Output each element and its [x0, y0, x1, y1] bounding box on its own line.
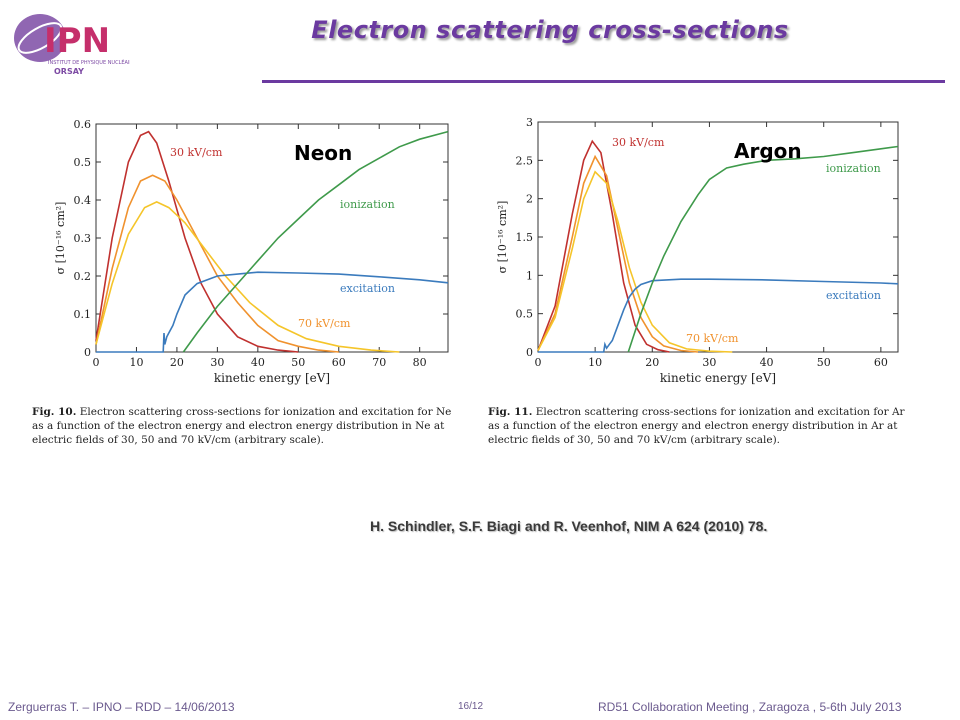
y-tick-label: 0.1	[74, 308, 92, 321]
x-tick-label: 10	[129, 356, 143, 369]
series-annotation: ionization	[340, 198, 395, 211]
series-line-green	[182, 130, 449, 353]
x-tick-label: 30	[210, 356, 224, 369]
y-tick-label: 2.5	[516, 154, 534, 167]
y-tick-label: 2	[526, 193, 533, 206]
series-line-yellow	[95, 201, 400, 353]
caption-fig-label: Fig. 10.	[32, 406, 77, 418]
x-tick-label: 0	[535, 356, 542, 369]
x-tick-label: 70	[372, 356, 386, 369]
caption-text: Electron scattering cross-sections for i…	[488, 406, 905, 446]
logo-place: ORSAY	[54, 67, 84, 76]
y-tick-label: 3	[526, 116, 533, 129]
x-tick-label: 60	[874, 356, 888, 369]
y-tick-label: 0	[84, 346, 91, 359]
y-tick-label: 0.6	[74, 118, 92, 131]
series-annotation: 70 kV/cm	[298, 317, 351, 330]
neon-chart: 0 10 20 30 40 50 60 70 80 0 0.1 0.2 0.3 0.4 0.5 0.6 kine…	[54, 118, 449, 385]
logo-text: IPN	[44, 21, 110, 61]
x-tick-label: 50	[817, 356, 831, 369]
y-axis-label: σ [10⁻¹⁶ cm²]	[54, 202, 67, 275]
plot-frame	[537, 121, 899, 353]
series-line-blue	[96, 271, 449, 353]
x-tick-label: 20	[645, 356, 659, 369]
y-tick-label: 0.5	[74, 156, 92, 169]
slide-title: Electron scattering cross-sections	[311, 16, 789, 44]
x-tick-label: 40	[251, 356, 265, 369]
series-line-green	[627, 145, 899, 353]
series-line-blue	[538, 278, 899, 353]
y-axis-label: σ [10⁻¹⁶ cm²]	[496, 201, 509, 274]
x-tick-label: 0	[93, 356, 100, 369]
x-tick-label: 60	[332, 356, 346, 369]
x-tick-label: 80	[413, 356, 427, 369]
footer-meeting: RD51 Collaboration Meeting , Zaragoza , …	[598, 700, 902, 714]
x-axis-label: kinetic energy [eV]	[660, 371, 776, 385]
x-tick-label: 30	[702, 356, 716, 369]
series-line-orange	[537, 154, 699, 353]
series-annotation: 70 kV/cm	[686, 332, 739, 345]
logo-subtitle: INSTITUT DE PHYSIQUE NUCLÉAIRE	[48, 58, 130, 66]
caption-text: Electron scattering cross-sections for i…	[32, 406, 452, 446]
y-tick-label: 1.5	[516, 231, 534, 244]
x-tick-label: 10	[588, 356, 602, 369]
y-tick-label: 0	[526, 346, 533, 359]
figure-caption-neon: Fig. 10. Electron scattering cross-secti…	[32, 405, 462, 447]
footer-author-date: Zerguerras T. – IPNO – RDD – 14/06/2013	[8, 700, 235, 714]
series-annotation: 30 kV/cm	[170, 146, 223, 159]
series-annotation: excitation	[826, 289, 881, 302]
x-tick-label: 50	[291, 356, 305, 369]
series-annotation: ionization	[826, 162, 881, 175]
x-axis-label: kinetic energy [eV]	[214, 371, 330, 385]
gas-label: Neon	[294, 141, 352, 165]
x-tick-label: 40	[760, 356, 774, 369]
ipn-orsay-logo: IPN INSTITUT DE PHYSIQUE NUCLÉAIRE ORSAY	[14, 14, 130, 76]
title-underline	[262, 80, 945, 83]
caption-fig-label: Fig. 11.	[488, 406, 533, 418]
y-tick-label: 0.5	[516, 308, 534, 321]
plot-frame	[95, 123, 449, 353]
y-tick-label: 1	[526, 269, 533, 282]
figure-caption-argon: Fig. 11. Electron scattering cross-secti…	[488, 405, 918, 447]
y-tick-label: 0.2	[74, 270, 92, 283]
gas-label: Argon	[734, 139, 802, 163]
y-tick-label: 0.4	[74, 194, 92, 207]
footer-page-number: 16/12	[458, 701, 484, 712]
reference-citation: H. Schindler, S.F. Biagi and R. Veenhof,…	[370, 518, 768, 534]
series-annotation: 30 kV/cm	[612, 136, 665, 149]
series-line-red	[95, 130, 299, 353]
x-tick-label: 20	[170, 356, 184, 369]
y-tick-label: 0.3	[74, 232, 92, 245]
series-line-yellow	[537, 170, 733, 353]
series-annotation: excitation	[340, 282, 395, 295]
argon-chart: 0 10 20 30 40 50 60 0 0.5 1 1.5 2 2.5 3 kinetic energy…	[496, 116, 899, 385]
